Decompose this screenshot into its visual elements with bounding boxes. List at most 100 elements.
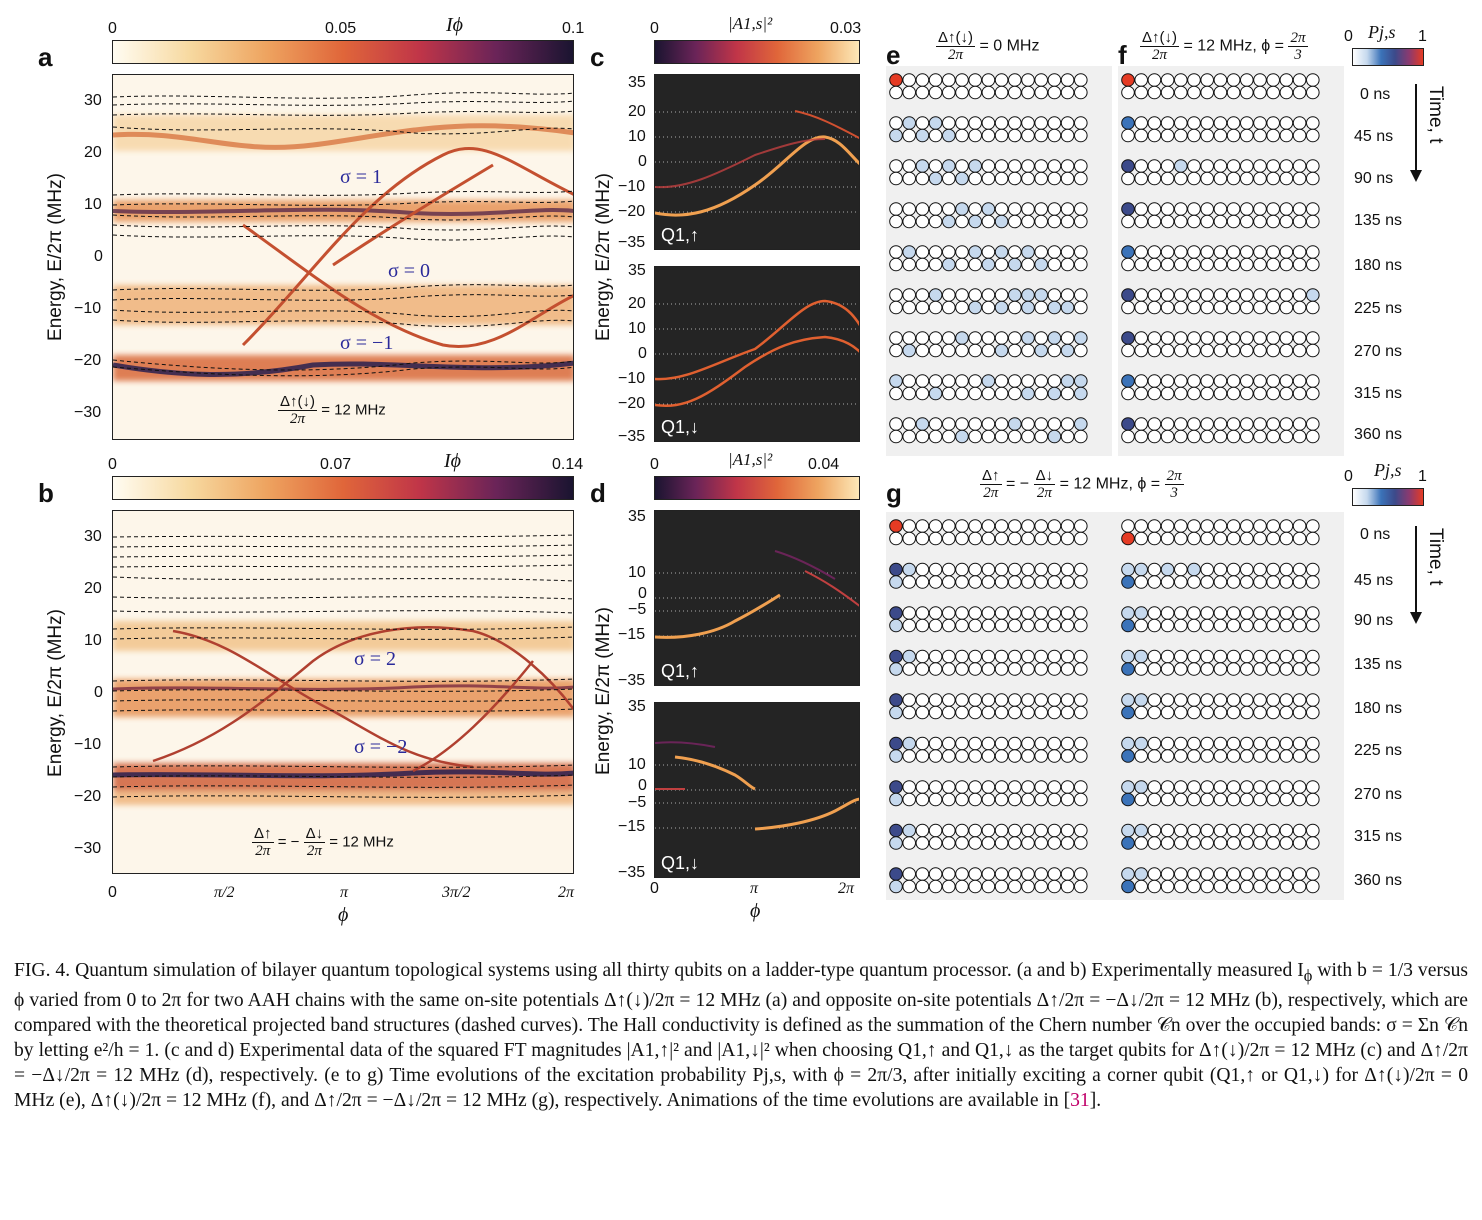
qubit-circle <box>1253 116 1267 130</box>
qubit-circle <box>1279 662 1294 676</box>
colorbar-b-tick-1: 0.07 <box>320 456 352 473</box>
qubit-circle <box>1292 159 1307 173</box>
qubit-circle <box>902 705 917 720</box>
qubit-circle <box>968 693 982 707</box>
qubit-circle <box>1021 562 1035 577</box>
qubit-circle <box>915 214 930 229</box>
qubit-circle <box>1187 331 1201 345</box>
qubit-circle <box>968 879 982 894</box>
qubit-circle <box>889 575 903 589</box>
qubit-circle <box>902 331 917 345</box>
qubit-circle <box>1147 780 1162 794</box>
qubit-circle <box>1021 705 1035 720</box>
qubit-circle <box>1121 780 1135 794</box>
qubit-circle <box>1021 245 1035 259</box>
qubit-circle <box>955 531 969 546</box>
qubit-circle <box>1021 386 1035 401</box>
qubit-circle <box>1047 343 1062 358</box>
qubit-circle <box>1292 288 1307 302</box>
qubit-circle <box>1047 429 1062 444</box>
d-bot-ytick-m5: −5 <box>628 794 647 811</box>
qubit-circle <box>1174 257 1188 272</box>
qubit-circle <box>1021 202 1035 216</box>
qubit-circle <box>994 386 1009 401</box>
qubit-circle <box>1292 85 1307 100</box>
qubit-circle <box>994 662 1009 676</box>
ef-time-5: 225 ns <box>1354 300 1403 317</box>
qubit-circle <box>889 649 903 664</box>
qubit-circle <box>1047 386 1062 401</box>
qubit-circle <box>1279 792 1294 807</box>
qubit-circle <box>1213 386 1228 401</box>
qubit-circle <box>1226 780 1241 794</box>
c-top-ytick-35: 35 <box>628 74 646 91</box>
qubit-circle <box>1226 202 1241 216</box>
qubit-circle <box>1279 300 1294 315</box>
qubit-circle <box>1008 519 1022 533</box>
qubit-circle <box>955 867 969 881</box>
qubit-circle <box>1008 386 1022 401</box>
g-cbar-title: Pj,s <box>1374 460 1402 480</box>
qubit-circle <box>928 343 943 358</box>
qubit-circle <box>1253 531 1267 546</box>
qubit-circle <box>994 693 1009 707</box>
caption-ref-link[interactable]: 31 <box>1070 1089 1090 1111</box>
qubit-circle <box>1213 374 1228 388</box>
qubit-circle <box>915 531 930 546</box>
b-param-mid: = − <box>277 833 300 851</box>
d-bot-ytick-10: 10 <box>628 756 646 773</box>
qubit-circle <box>902 823 917 838</box>
qubit-circle <box>981 374 996 388</box>
qubit-circle <box>1121 245 1135 259</box>
qubit-circle <box>1134 288 1149 302</box>
spectrum-d-bottom-svg <box>655 741 859 831</box>
a-param-val: = 12 MHz <box>321 401 386 419</box>
qubit-circle <box>994 116 1009 130</box>
qubit-circle <box>968 257 982 272</box>
qubit-circle <box>1174 562 1188 577</box>
qubit-circle <box>994 85 1009 100</box>
qubit-circle <box>1279 202 1294 216</box>
qubit-circle <box>902 429 917 444</box>
b-ytick-m10: −10 <box>74 736 102 753</box>
qubit-circle <box>915 429 930 444</box>
qubit-circle <box>1266 823 1280 838</box>
colorbar-d <box>654 476 860 500</box>
qubit-circle <box>1226 159 1241 173</box>
qubit-circle <box>1253 429 1267 444</box>
qubit-circle <box>902 618 917 633</box>
qubit-circle <box>1253 374 1267 388</box>
qubit-circle <box>968 343 982 358</box>
qubit-circle <box>1074 649 1088 664</box>
qubit-circle <box>1160 116 1175 130</box>
qubit-circle <box>1253 780 1267 794</box>
qubit-circle <box>1021 128 1035 143</box>
c-bot-ytick-35: 35 <box>628 262 646 279</box>
qubit-circle <box>1074 749 1088 763</box>
qubit-circle <box>981 792 996 807</box>
d-xtick-2pi: 2π <box>838 880 855 897</box>
qubit-circle <box>1134 736 1149 751</box>
qubit-circle <box>1134 159 1149 173</box>
spectrum-c-top-svg <box>655 110 859 217</box>
qubit-circle <box>1226 343 1241 358</box>
qubit-circle <box>955 792 969 807</box>
qubit-circle <box>1147 202 1162 216</box>
qubit-circle <box>1060 386 1075 401</box>
qubit-circle <box>1292 749 1307 763</box>
qubit-circle <box>994 159 1009 173</box>
qubit-circle <box>955 562 969 577</box>
qubit-circle <box>1121 618 1135 633</box>
qubit-circle <box>1306 116 1320 130</box>
g-time-7: 315 ns <box>1354 828 1403 845</box>
qubit-circle <box>1160 202 1175 216</box>
qubit-circle <box>1160 288 1175 302</box>
qubit-circle <box>1021 649 1035 664</box>
qubit-circle <box>1226 867 1241 881</box>
qubit-circle <box>1226 836 1241 850</box>
qubit-circle <box>928 836 943 850</box>
qubit-circle <box>1174 792 1188 807</box>
b-param-den2: 2π <box>306 843 322 859</box>
qubit-circle <box>1306 214 1320 229</box>
qubit-circle <box>1240 705 1254 720</box>
